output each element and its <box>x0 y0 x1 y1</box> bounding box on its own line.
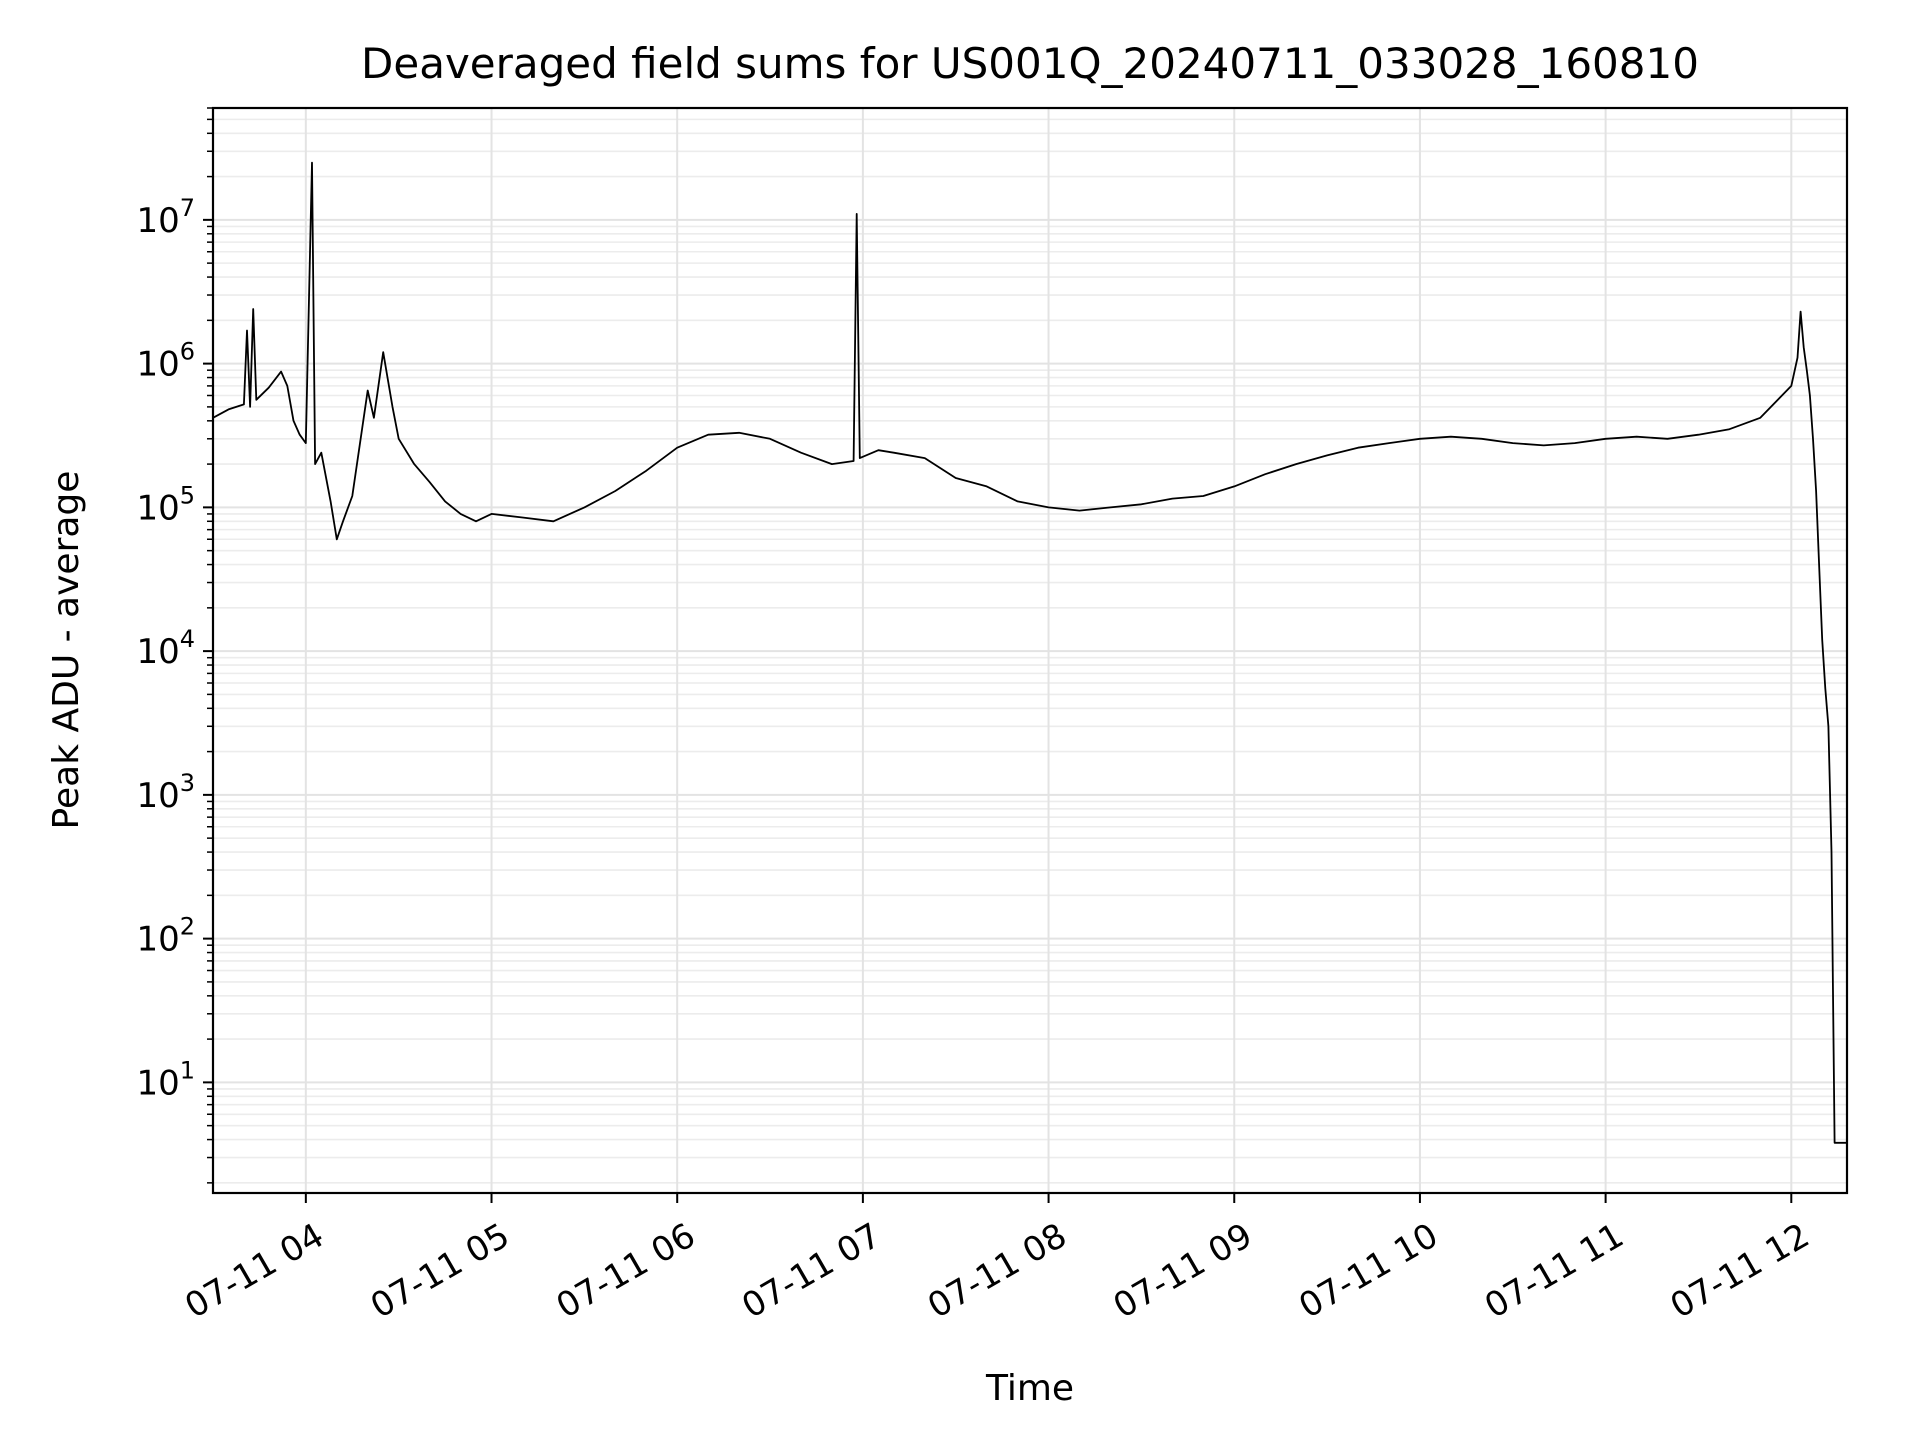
y-tick-exponent: 5 <box>180 481 195 509</box>
y-tick-exponent: 6 <box>180 338 195 366</box>
y-tick-label: 104 <box>136 625 195 672</box>
series-line <box>212 161 1847 1144</box>
y-tick-label: 101 <box>136 1056 195 1103</box>
y-tick-base: 10 <box>136 1063 179 1103</box>
y-tick-base: 10 <box>136 632 179 672</box>
y-tick-label: 105 <box>136 481 195 528</box>
chart-title: Deaveraged field sums for US001Q_2024071… <box>361 39 1699 88</box>
y-tick-label: 103 <box>136 769 195 816</box>
x-axis-title: Time <box>985 1368 1074 1409</box>
y-axis-title: Peak ADU - average <box>46 471 87 830</box>
y-tick-label: 107 <box>136 194 195 241</box>
y-tick-base: 10 <box>136 488 179 528</box>
y-tick-base: 10 <box>136 201 179 241</box>
y-tick-exponent: 3 <box>180 769 195 797</box>
y-tick-exponent: 1 <box>180 1056 195 1084</box>
y-tick-label: 106 <box>136 338 195 385</box>
y-tick-exponent: 2 <box>180 913 195 941</box>
y-tick-exponent: 7 <box>180 194 195 222</box>
y-tick-base: 10 <box>136 776 179 816</box>
y-tick-label: 102 <box>136 913 195 960</box>
y-tick-base: 10 <box>136 920 179 960</box>
y-tick-base: 10 <box>136 345 179 385</box>
y-tick-exponent: 4 <box>180 625 195 653</box>
